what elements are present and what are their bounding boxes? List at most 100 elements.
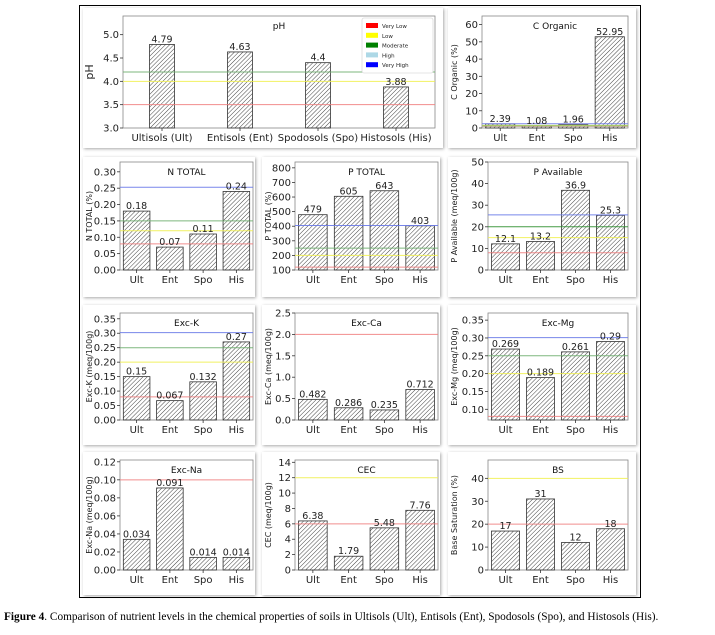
value-label: 605 bbox=[340, 186, 358, 197]
value-label: 3.88 bbox=[385, 77, 406, 88]
chart-exc-k: 0.15 0.067 0.132 0.27 0.00 0.05 0.10 0.15 0.20 0.… bbox=[83, 305, 255, 445]
chart-title: Exc-Ca bbox=[351, 319, 382, 329]
legend-label: Very Low bbox=[382, 24, 407, 30]
chart-n-total: 0.18 0.07 0.11 0.24 0.00 0.05 0.10 0.15 0.20 0.25… bbox=[83, 157, 255, 297]
chart-p-available: 12.1 13.2 36.9 25.3 0 10 20 30 40 50 Ult Ent Spo His P… bbox=[448, 157, 636, 297]
chart-svg: 0.482 0.286 0.235 0.712 0.0 0.5 1.0 1.5 2.0 2.5 Ul… bbox=[264, 309, 439, 436]
x-tick-label: His bbox=[602, 133, 618, 144]
y-tick-label: 4.0 bbox=[103, 77, 119, 88]
legend-label: Very High bbox=[382, 63, 409, 69]
y-tick-label: 40 bbox=[465, 55, 478, 66]
y-tick-label: 0.04 bbox=[94, 529, 116, 540]
bar-ent bbox=[156, 246, 184, 271]
x-tick-label: Ent bbox=[528, 133, 545, 144]
chart-svg: 0.034 0.091 0.014 0.014 0.00 0.02 0.04 0.06 0.08… bbox=[85, 457, 254, 586]
y-tick-label: 30 bbox=[471, 497, 484, 508]
y-tick-label: 8 bbox=[285, 504, 291, 515]
value-label: 0.067 bbox=[156, 391, 183, 402]
value-label: 0.286 bbox=[335, 398, 362, 409]
chart-title: Exc-Na bbox=[171, 466, 202, 476]
legend-label: Moderate bbox=[382, 44, 409, 50]
value-label: 643 bbox=[375, 181, 393, 192]
bar-ult bbox=[491, 243, 520, 271]
y-tick-label: 0.10 bbox=[94, 387, 116, 398]
x-tick-label: His bbox=[603, 275, 619, 286]
y-tick-label: 600 bbox=[272, 193, 291, 204]
bar-spo bbox=[369, 409, 400, 421]
x-tick-label: Ent bbox=[162, 425, 179, 436]
x-tick-label: Histosols (His) bbox=[360, 133, 431, 144]
y-tick-label: 10 bbox=[471, 244, 484, 255]
value-label: 0.18 bbox=[126, 201, 147, 212]
x-tick-label: His bbox=[412, 275, 428, 286]
chart-exc-mg: 0.269 0.189 0.261 0.29 0.10 0.15 0.20 0.25 0.30 0… bbox=[448, 305, 636, 445]
y-tick-label: 2 bbox=[285, 550, 291, 561]
caption-label: Figure 4 bbox=[4, 611, 45, 623]
x-tick-label: Spo bbox=[194, 275, 213, 286]
y-tick-label: 20 bbox=[465, 89, 478, 100]
y-tick-label: 0.15 bbox=[94, 216, 116, 227]
bar-ent bbox=[333, 407, 364, 421]
value-label: 0.014 bbox=[223, 547, 250, 558]
x-tick-label: Entisols (Ent) bbox=[207, 133, 273, 144]
y-tick-label: 0.30 bbox=[462, 333, 484, 344]
bar-spo bbox=[561, 542, 590, 571]
y-tick-label: 1.0 bbox=[275, 373, 291, 384]
value-label: 7.76 bbox=[410, 500, 431, 511]
value-label: 31 bbox=[534, 489, 546, 500]
y-tick-label: 200 bbox=[272, 251, 291, 262]
value-label: 36.9 bbox=[565, 180, 586, 191]
bar-his bbox=[594, 36, 625, 129]
x-tick-label: Ult bbox=[130, 575, 144, 586]
value-label: 17 bbox=[499, 521, 511, 532]
x-tick-label: Ent bbox=[340, 275, 357, 286]
y-tick-label: 0.35 bbox=[462, 316, 484, 327]
x-tick-label: His bbox=[229, 275, 245, 286]
legend-swatch-moderate bbox=[366, 42, 378, 48]
x-tick-label: His bbox=[412, 425, 428, 436]
chart-svg: 4.79 4.63 4.4 3.88 3.0 3.5 4.0 4.5 5.0 Ultisols (… bbox=[83, 15, 436, 144]
x-tick-label: Spo bbox=[375, 575, 394, 586]
y-tick-label: 20 bbox=[471, 520, 484, 531]
y-axis-label: Exc-K (meq/100g) bbox=[85, 331, 94, 403]
chart-svg: 2.39 1.08 1.96 52.95 0 10 20 30 40 50 60 Ult Ent Spo H… bbox=[450, 15, 629, 144]
bar-his bbox=[596, 214, 625, 271]
x-tick-label: Ult bbox=[306, 575, 320, 586]
bar-ult bbox=[122, 210, 151, 271]
x-tick-label: Spo bbox=[375, 425, 394, 436]
y-tick-label: 0.30 bbox=[94, 329, 116, 340]
y-tick-label: 12 bbox=[278, 473, 291, 484]
legend-label: High bbox=[382, 53, 395, 59]
y-tick-label: 0.10 bbox=[94, 475, 116, 486]
legend: Very Low Low Moderate High Very High bbox=[361, 17, 434, 74]
value-label: 1.96 bbox=[563, 115, 584, 126]
y-tick-label: 0.10 bbox=[94, 233, 116, 244]
y-tick-label: 30 bbox=[471, 201, 484, 212]
x-tick-label: Ent bbox=[532, 275, 549, 286]
chart-svg: 6.38 1.79 5.48 7.76 0 2 4 6 8 10 12 14 Ult Ent Spo His C… bbox=[264, 458, 439, 586]
value-label: 0.261 bbox=[562, 342, 589, 353]
bar-spo bbox=[369, 527, 400, 571]
value-label: 0.482 bbox=[299, 389, 326, 400]
y-axis-label: pH bbox=[83, 64, 96, 79]
y-tick-label: 10 bbox=[465, 106, 478, 117]
chart-title: C Organic bbox=[533, 22, 577, 32]
value-label: 12 bbox=[569, 533, 581, 544]
y-axis-label: CEC (meq/100g) bbox=[264, 482, 273, 548]
x-tick-label: Ent bbox=[532, 425, 549, 436]
y-tick-label: 0.05 bbox=[94, 249, 116, 260]
bar-spo bbox=[561, 189, 590, 271]
value-label: 25.3 bbox=[600, 205, 621, 216]
y-tick-label: 0.0 bbox=[275, 416, 291, 427]
chart-svg: 479 605 643 403 100 200 300 400 500 600 700 800 Ult E… bbox=[264, 161, 439, 286]
bar-ent bbox=[333, 555, 364, 571]
y-tick-label: 0.5 bbox=[275, 394, 291, 405]
chart-title: BS bbox=[552, 466, 564, 476]
y-tick-label: 0.06 bbox=[94, 511, 116, 522]
bar-entisols bbox=[227, 51, 253, 129]
value-label: 4.4 bbox=[310, 53, 325, 64]
bar-ent bbox=[156, 487, 184, 571]
bar-ent bbox=[526, 241, 555, 271]
y-tick-label: 400 bbox=[272, 222, 291, 233]
value-label: 12.1 bbox=[495, 234, 516, 245]
